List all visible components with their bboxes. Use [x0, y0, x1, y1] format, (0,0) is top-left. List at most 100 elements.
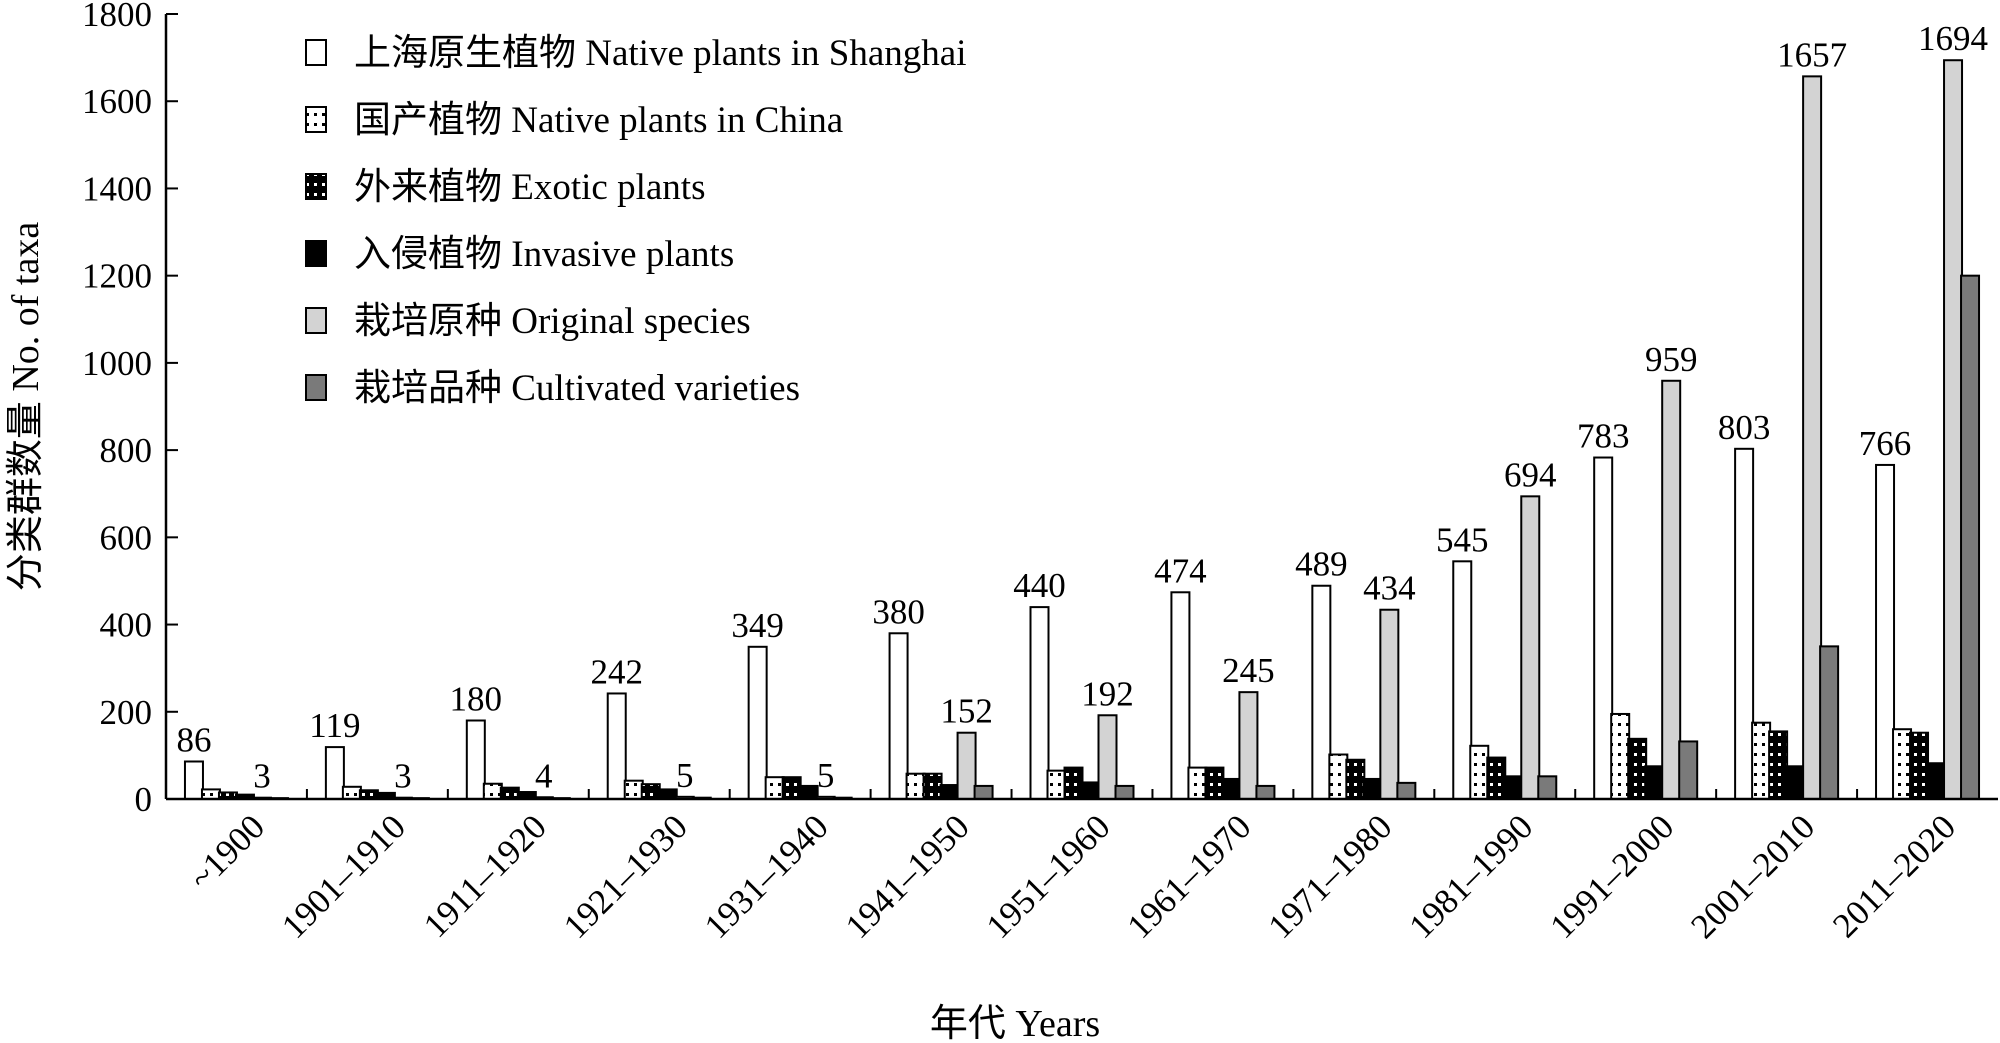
legend-label-invasive: 入侵植物 Invasive plants: [354, 233, 734, 275]
data-label-original: 694: [1504, 455, 1557, 494]
bar-native_china: [1751, 721, 1772, 800]
data-label-native_shanghai: 803: [1718, 408, 1771, 447]
bar-native_shanghai: [606, 692, 627, 801]
data-label-original: 192: [1081, 674, 1134, 713]
data-label-original: 1694: [1918, 19, 1988, 58]
bar-native_shanghai: [465, 719, 486, 800]
bar-invasive: [1644, 765, 1665, 801]
x-tick-label: 1951–1960: [979, 807, 1118, 946]
bar-native_china: [1187, 766, 1208, 800]
bar-native_china: [341, 785, 362, 800]
bar-invasive: [1926, 762, 1947, 801]
legend-swatch-exotic: [305, 173, 327, 200]
data-label-native_shanghai: 783: [1577, 417, 1630, 456]
bar-native_shanghai: [183, 760, 204, 800]
legend-swatch-cultivated: [305, 374, 327, 401]
bar-cultivated: [1396, 781, 1417, 801]
legend: 上海原生植物 Native plants in Shanghai 国产植物 Nat…: [305, 32, 967, 409]
y-tick-label: 800: [100, 431, 153, 470]
y-tick-label: 1400: [82, 169, 152, 208]
bar-cultivated: [1255, 784, 1276, 801]
data-label-original: 3: [253, 757, 271, 796]
bar-invasive: [1503, 775, 1524, 800]
bar-original: [1238, 691, 1259, 800]
data-label-native_shanghai: 380: [872, 592, 925, 631]
x-axis-ticks: ~1900 1901–1910 1911–1920 1921–1930 1931–194…: [182, 789, 1963, 946]
x-tick-label: 1901–1910: [274, 807, 413, 946]
bar-native_shanghai: [1875, 463, 1896, 800]
bar-exotic: [499, 786, 520, 801]
x-tick-label: ~1900: [182, 807, 272, 897]
data-label-original: 152: [940, 692, 993, 731]
y-tick-label: 1200: [82, 257, 152, 296]
x-axis-title: 年代 Years: [930, 1003, 1100, 1043]
x-tick-label: 1981–1990: [1401, 807, 1540, 946]
data-labels: 86 3 119 3 180 4 242 5 349 5 380 152 440 192 474 245 489…: [176, 19, 1988, 795]
data-label-native_shanghai: 489: [1295, 545, 1348, 584]
legend-label-original: 栽培原种 Original species: [354, 300, 751, 342]
y-tick-label: 600: [100, 518, 153, 557]
data-label-native_shanghai: 766: [1859, 424, 1912, 463]
bar-invasive: [657, 788, 678, 801]
data-label-native_shanghai: 86: [176, 720, 211, 759]
bar-native_china: [1469, 744, 1490, 800]
bar-exotic: [1909, 731, 1930, 801]
bar-invasive: [1362, 777, 1383, 801]
data-label-original: 5: [817, 756, 835, 795]
bar-original: [1379, 608, 1400, 800]
data-label-original: 1657: [1777, 35, 1847, 74]
bar-original: [1802, 75, 1823, 800]
bar-native_china: [1328, 753, 1349, 800]
bar-invasive: [798, 784, 819, 801]
bar-exotic: [1345, 758, 1366, 800]
x-tick-label: 1971–1980: [1261, 807, 1400, 946]
bar-exotic: [1063, 766, 1084, 800]
bar-native_china: [200, 788, 221, 801]
bar-exotic: [781, 776, 802, 801]
bar-exotic: [640, 783, 661, 801]
y-tick-label: 1600: [82, 82, 152, 121]
bar-native_shanghai: [1311, 584, 1332, 800]
y-tick-label: 1000: [82, 344, 152, 383]
data-label-original: 245: [1222, 651, 1275, 690]
bar-native_china: [623, 779, 644, 801]
bar-exotic: [358, 789, 379, 800]
bar-native_china: [1892, 728, 1913, 801]
bar-native_shanghai: [1593, 456, 1614, 800]
data-label-native_shanghai: 119: [309, 706, 360, 745]
bar-exotic: [1627, 737, 1648, 800]
y-axis-title: 分类群数量 No. of taxa: [5, 222, 47, 592]
bar-native_shanghai: [1734, 447, 1755, 800]
bar-invasive: [1221, 777, 1242, 801]
bar-invasive: [1080, 781, 1101, 801]
data-label-native_shanghai: 474: [1154, 551, 1207, 590]
axes: [164, 14, 1998, 801]
y-tick-label: 200: [100, 693, 153, 732]
bar-native_china: [1610, 712, 1631, 800]
data-label-native_shanghai: 545: [1436, 520, 1489, 559]
y-tick-label: 0: [135, 780, 153, 819]
bar-cultivated: [1819, 645, 1840, 800]
bar-original: [1943, 59, 1964, 800]
bar-original: [1520, 495, 1541, 800]
data-label-original: 3: [394, 757, 412, 796]
bar-native_china: [905, 772, 926, 801]
bar-original: [956, 731, 977, 801]
bar-exotic: [922, 772, 943, 801]
bar-original: [1097, 714, 1118, 800]
bar-cultivated: [973, 784, 994, 801]
bar-invasive: [1785, 765, 1806, 801]
x-tick-label: 2001–2010: [1683, 807, 1822, 946]
bar-native_shanghai: [1452, 560, 1473, 801]
data-label-native_shanghai: 242: [590, 652, 643, 691]
legend-swatch-invasive: [305, 240, 327, 267]
legend-swatch-original: [305, 307, 327, 334]
bar-native_china: [482, 782, 503, 800]
data-label-original: 5: [676, 756, 694, 795]
y-tick-label: 1800: [82, 0, 152, 34]
bar-native_china: [1046, 769, 1067, 800]
legend-label-native_shanghai: 上海原生植物 Native plants in Shanghai: [354, 32, 967, 74]
bar-original: [1661, 379, 1682, 800]
data-label-native_shanghai: 440: [1013, 566, 1066, 605]
